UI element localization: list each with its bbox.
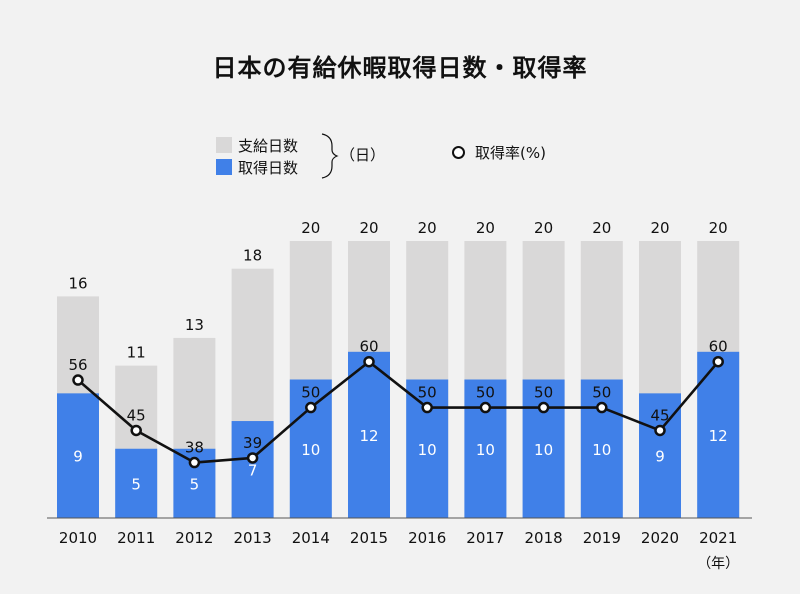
label-taken: 7: [248, 462, 258, 480]
rate-label: 38: [185, 439, 204, 457]
legend-item-rate: 取得率(%): [452, 142, 546, 163]
rate-point: [654, 424, 666, 437]
legend-item-taken: 取得日数: [216, 156, 298, 178]
rate-label: 50: [301, 384, 320, 402]
rate-label: 50: [592, 384, 611, 402]
legend-item-granted: 支給日数: [216, 134, 298, 156]
label-taken: 10: [301, 441, 320, 459]
legend-marker-rate-icon: [452, 146, 465, 159]
rate-point: [596, 401, 608, 414]
label-granted: 13: [185, 316, 204, 334]
x-tick-label: 2015: [350, 529, 388, 547]
x-tick-label: 2013: [234, 529, 272, 547]
label-granted: 16: [68, 274, 87, 292]
legend-days: 支給日数 取得日数: [216, 134, 298, 178]
rate-label: 50: [476, 384, 495, 402]
bar-taken: [348, 351, 390, 518]
label-taken: 9: [655, 448, 665, 466]
x-tick-label: 2019: [583, 529, 621, 547]
x-tick-label: 2010: [59, 529, 97, 547]
x-tick-label: 2011: [117, 529, 155, 547]
legend-swatch-granted: [216, 137, 232, 153]
label-granted: 20: [359, 219, 378, 237]
label-granted: 20: [534, 219, 553, 237]
bar-taken: [231, 421, 274, 518]
rate-label: 50: [534, 384, 553, 402]
legend-swatch-taken: [216, 159, 232, 175]
legend-label-taken: 取得日数: [238, 158, 299, 177]
rate-label: 50: [418, 384, 437, 402]
rate-point: [479, 401, 492, 414]
label-taken: 5: [131, 475, 141, 493]
rate-point: [188, 456, 201, 469]
rate-label: 56: [68, 356, 87, 374]
label-taken: 10: [476, 441, 495, 459]
x-tick-label: 2016: [408, 529, 446, 547]
rate-label: 45: [650, 406, 669, 424]
bar-taken: [115, 448, 158, 518]
label-taken: 12: [359, 427, 378, 445]
x-tick-label: 2020: [641, 529, 679, 547]
label-granted: 20: [418, 219, 437, 237]
label-taken: 10: [418, 441, 437, 459]
label-taken: 5: [190, 475, 200, 493]
chart-title: 日本の有給休暇取得日数・取得率: [212, 54, 588, 82]
label-granted: 20: [592, 219, 611, 237]
legend-label-rate: 取得率(%): [475, 144, 546, 162]
rate-point: [246, 452, 259, 464]
rate-point: [712, 355, 724, 368]
label-taken: 10: [592, 441, 611, 459]
rate-label: 45: [127, 406, 146, 424]
legend-label-granted: 支給日数: [238, 136, 299, 155]
x-unit-label: （年）: [697, 556, 739, 572]
rate-point: [305, 401, 317, 414]
x-tick-label: 2018: [525, 529, 563, 547]
rate-point: [130, 424, 142, 437]
label-taken: 9: [73, 448, 83, 466]
rate-point: [363, 355, 375, 368]
rate-label: 60: [359, 338, 378, 356]
rate-label: 60: [709, 338, 728, 356]
x-tick-label: 2017: [466, 529, 504, 547]
rate-point: [72, 374, 84, 386]
label-granted: 18: [243, 247, 262, 265]
rate-label: 39: [243, 434, 262, 452]
label-granted: 11: [127, 344, 146, 362]
bar-taken: [57, 393, 99, 518]
label-granted: 20: [476, 219, 495, 237]
x-tick-label: 2012: [175, 529, 213, 547]
label-granted: 20: [709, 219, 728, 237]
label-taken: 12: [709, 427, 728, 445]
legend-days-unit: （日）: [340, 146, 386, 164]
rate-line: [77, 360, 720, 464]
x-tick-label: 2021: [699, 529, 737, 547]
label-taken: 10: [534, 441, 553, 459]
label-granted: 20: [650, 219, 669, 237]
rate-point: [421, 401, 433, 414]
label-granted: 20: [301, 219, 320, 237]
x-tick-label: 2014: [292, 529, 330, 547]
rate-point: [537, 401, 550, 414]
